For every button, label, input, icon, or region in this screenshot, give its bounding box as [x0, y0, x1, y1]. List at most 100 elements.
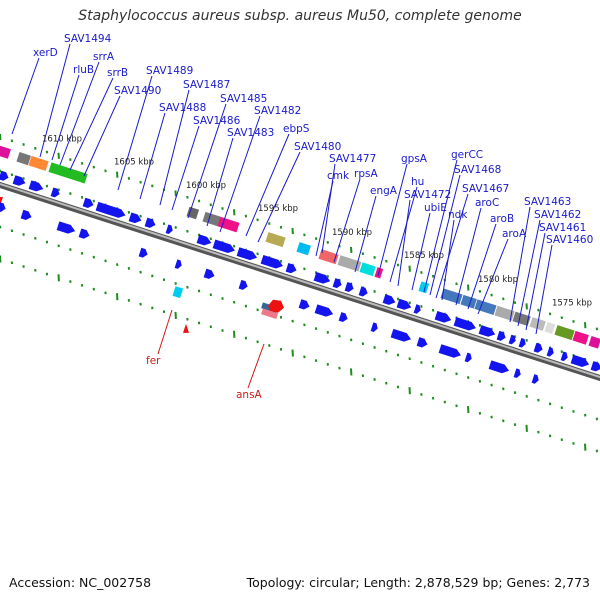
- gene-arrow: [590, 361, 600, 372]
- gene-arrow: [332, 278, 342, 289]
- label-leader-line: [51, 74, 80, 161]
- label-leader-line: [315, 180, 334, 257]
- gene-arrow: [0, 202, 6, 212]
- label-leader-line: [11, 57, 40, 135]
- gene-arrow: [174, 259, 182, 269]
- gene-label: engA: [370, 185, 398, 197]
- feature-block: [512, 311, 531, 327]
- label-leader-line: [525, 232, 546, 331]
- gene-arrow: [338, 312, 348, 323]
- gene-arrow: [496, 330, 506, 341]
- gene-label: srrA: [93, 51, 115, 63]
- feature-block: [186, 206, 200, 220]
- feature-block: [202, 211, 221, 227]
- feature-block: [588, 336, 600, 349]
- label-leader-line: [455, 207, 482, 306]
- gene-arrow: [478, 325, 496, 337]
- feature-block: [460, 294, 477, 309]
- gene-label: SAV1494: [64, 33, 112, 45]
- label-leader-line: [245, 133, 290, 237]
- gene-label: aroB: [490, 213, 514, 225]
- gene-arrow: [95, 201, 126, 218]
- feature-block: [318, 249, 339, 265]
- accession-text: Accession: NC_002758: [9, 575, 152, 590]
- gene-arrow: [396, 298, 412, 310]
- gene-arrow: [82, 197, 94, 208]
- feature-block: [172, 286, 184, 299]
- feature-block: [474, 299, 497, 316]
- label-leader-line: [429, 174, 461, 296]
- label-leader-line: [477, 238, 509, 315]
- position-marker: 1605 kbp: [114, 158, 154, 168]
- label-leader-line: [467, 223, 497, 310]
- gene-arrow: [488, 360, 510, 374]
- gene-arrow: [416, 337, 428, 348]
- genome-backbone: [0, 181, 600, 382]
- gene-arrow: [236, 247, 258, 261]
- gene-arrow: [390, 328, 412, 342]
- position-marker: 1580 kbp: [478, 275, 518, 285]
- gene-arrow: [138, 247, 148, 258]
- gene-arrow: [508, 334, 516, 345]
- gene-label: fer: [146, 355, 161, 367]
- label-leader-line: [159, 89, 190, 206]
- gene-label: SAV1467: [462, 183, 509, 195]
- gene-label: gerCC: [451, 149, 483, 161]
- label-leader-line: [69, 77, 114, 171]
- label-leader-line: [377, 163, 408, 277]
- gene-arrow: [128, 212, 142, 224]
- feature-block: [48, 162, 88, 184]
- gene-label: xerD: [33, 47, 58, 59]
- gene-arrow: [285, 263, 297, 274]
- feature-block: [359, 262, 376, 277]
- feature-block: [217, 216, 240, 233]
- gene-label: rluB: [73, 64, 94, 76]
- position-marker: 1585 kbp: [404, 251, 444, 261]
- label-leader-line: [59, 61, 100, 166]
- label-leader-line: [257, 151, 301, 243]
- reverse-gene-marker: [268, 299, 284, 313]
- gene-label: rpsA: [354, 168, 378, 180]
- gene-arrow: [0, 170, 9, 181]
- label-leader-line: [354, 195, 377, 273]
- label-leader-line: [411, 212, 431, 291]
- position-marker: 1575 kbp: [552, 299, 592, 309]
- gene-label: SAV1488: [159, 102, 206, 114]
- label-leader-line: [397, 199, 411, 287]
- gene-label: cmk: [327, 170, 350, 182]
- gene-label: SAV1462: [534, 209, 581, 221]
- gene-arrow: [260, 255, 283, 269]
- gene-label: SAV1483: [227, 127, 274, 139]
- position-marker: 1595 kbp: [258, 204, 298, 214]
- label-leader-line: [117, 75, 153, 191]
- label-leader-line: [187, 103, 227, 219]
- gene-label: gpsA: [401, 153, 428, 165]
- feature-block: [0, 145, 11, 159]
- label-leader-lines: [11, 43, 553, 389]
- gene-arrow: [464, 352, 472, 363]
- gene-label: SAV1477: [329, 153, 376, 165]
- feature-block: [265, 232, 286, 248]
- gene-label: SAV1460: [546, 234, 593, 246]
- gene-label: SAV1463: [524, 196, 571, 208]
- gene-arrow: [203, 268, 215, 279]
- feature-block: [337, 255, 362, 272]
- feature-block: [16, 152, 31, 166]
- gene-label: SAV1486: [193, 115, 241, 127]
- gene-arrow: [165, 224, 173, 235]
- label-leader-line: [333, 178, 361, 263]
- position-marker: 1610 kbp: [42, 135, 82, 145]
- position-markers: 1610 kbp 1605 kbp 1600 kbp 1595 kbp 1590 kbp…: [42, 135, 592, 309]
- label-leader-line: [219, 115, 261, 233]
- gene-arrow: [413, 304, 421, 314]
- gene-arrow: [518, 338, 526, 348]
- gene-arrow: [28, 180, 44, 192]
- feature-block: [494, 305, 515, 321]
- gene-arrow: [212, 239, 235, 254]
- position-marker: 1600 kbp: [186, 181, 226, 191]
- genome-summary-text: Topology: circular; Length: 2,878,529 bp…: [246, 575, 590, 590]
- label-leader-line: [321, 163, 336, 254]
- feature-block: [418, 281, 430, 294]
